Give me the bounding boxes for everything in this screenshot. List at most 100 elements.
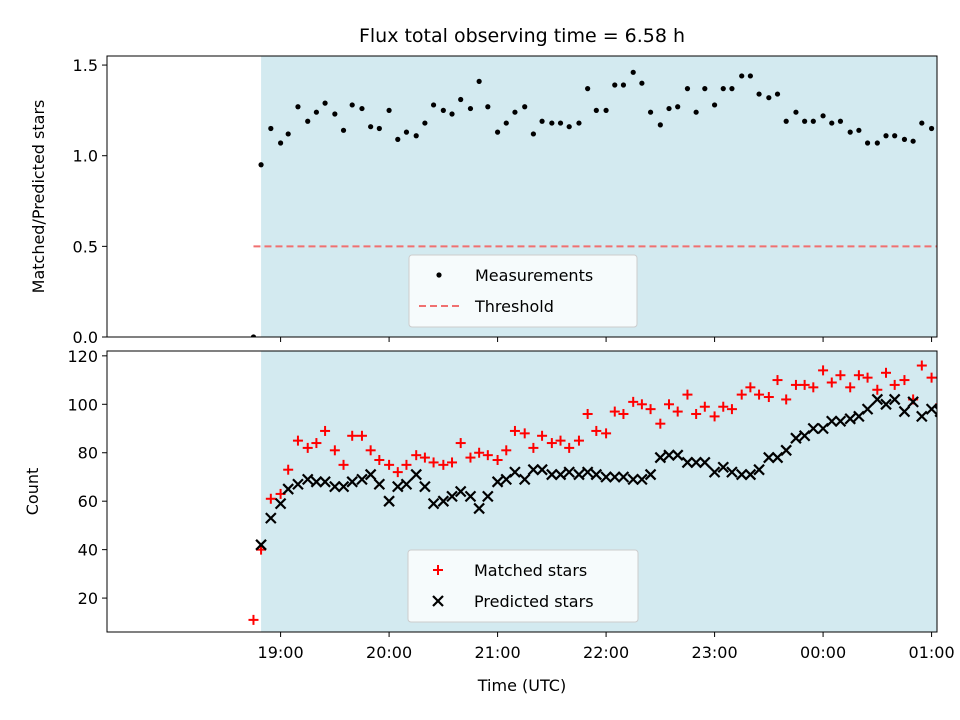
matched-star-point bbox=[546, 438, 557, 449]
predicted-star-point bbox=[844, 413, 856, 425]
x-tick-label: 22:00 bbox=[583, 643, 629, 662]
measurement-point bbox=[285, 131, 291, 137]
measurement-point bbox=[675, 104, 681, 110]
predicted-star-point bbox=[608, 471, 621, 483]
x-tick-label: 00:00 bbox=[800, 643, 846, 662]
matched-star-point bbox=[781, 394, 792, 405]
matched-star-point bbox=[826, 377, 837, 388]
predicted-star-point bbox=[590, 468, 603, 481]
predicted-star-point bbox=[888, 393, 901, 406]
matched-star-point bbox=[709, 411, 720, 422]
y-tick-label: 20 bbox=[78, 589, 98, 608]
legend-entry-label: Predicted stars bbox=[474, 592, 594, 611]
predicted-star-point bbox=[573, 468, 585, 481]
predicted-star-point bbox=[807, 422, 820, 435]
predicted-star-point bbox=[265, 512, 277, 524]
predicted-star-point bbox=[437, 495, 450, 507]
counts-legend: Matched stars Predicted stars bbox=[407, 549, 639, 623]
measurement-point bbox=[585, 86, 591, 92]
predicted-star-point bbox=[636, 473, 648, 486]
y-tick-label: 0.0 bbox=[73, 328, 98, 347]
predicted-star-point bbox=[329, 480, 341, 493]
matched-star-point bbox=[356, 430, 367, 441]
matched-star-point bbox=[655, 418, 666, 429]
measurement-point bbox=[593, 107, 599, 113]
y-tick-label: 1.5 bbox=[73, 56, 98, 75]
measurement-point bbox=[739, 73, 745, 79]
measurement-point bbox=[530, 131, 536, 137]
predicted-star-point bbox=[337, 480, 350, 493]
predicted-star-point bbox=[292, 478, 304, 491]
counts-axes-frame bbox=[106, 350, 938, 633]
matched-star-point bbox=[537, 430, 548, 441]
measurement-point bbox=[901, 136, 908, 142]
y-tick-label: 100 bbox=[67, 395, 98, 414]
measurement-point bbox=[657, 122, 663, 128]
x-tick-label: 01:00 bbox=[909, 643, 955, 662]
measurement-point bbox=[476, 78, 482, 84]
predicted-star-point bbox=[581, 466, 594, 478]
matched-star-point bbox=[772, 375, 783, 386]
measurement-point bbox=[639, 80, 645, 86]
measurement-point bbox=[647, 109, 654, 115]
measurement-point bbox=[295, 104, 301, 110]
measurement-point bbox=[557, 120, 564, 126]
matched-star-point bbox=[618, 408, 629, 419]
matched-star-point bbox=[763, 392, 774, 403]
matched-star-point bbox=[664, 399, 675, 410]
legend-entry-label: Threshold bbox=[474, 297, 554, 316]
predicted-star-point bbox=[690, 456, 702, 469]
predicted-star-point bbox=[546, 468, 558, 481]
predicted-star-point bbox=[780, 444, 792, 457]
counts-y-axis-label: Count bbox=[23, 468, 42, 516]
legend-entry-label: Matched stars bbox=[474, 561, 587, 580]
predicted-star-point bbox=[681, 456, 694, 469]
matched-star-point bbox=[799, 379, 810, 390]
measurement-point bbox=[494, 129, 501, 135]
measurement-point bbox=[485, 104, 491, 110]
predicted-star-point bbox=[454, 485, 467, 498]
predicted-star-point bbox=[464, 490, 477, 503]
ratio-panel: 0.0 0.5 1.0 1.5 Matched/Predicted stars Measu… bbox=[29, 55, 938, 347]
measurement-point bbox=[837, 118, 844, 124]
predicted-star-point bbox=[527, 463, 540, 476]
measurement-point bbox=[340, 127, 347, 133]
matched-star-point bbox=[302, 442, 313, 453]
predicted-star-point bbox=[419, 480, 431, 493]
matched-star-point bbox=[482, 450, 493, 461]
measurement-point bbox=[919, 120, 925, 126]
predicted-star-point bbox=[907, 396, 919, 408]
legend-entry-label: Measurements bbox=[475, 266, 593, 285]
x-tick-label: 19:00 bbox=[258, 643, 304, 662]
measurement-point bbox=[359, 105, 365, 112]
measurement-point bbox=[711, 102, 718, 108]
predicted-star-point bbox=[898, 405, 911, 418]
measurement-point bbox=[403, 129, 410, 135]
matched-star-point bbox=[736, 389, 747, 400]
matched-star-point bbox=[899, 375, 910, 386]
matched-star-point bbox=[401, 459, 412, 470]
matched-star-point bbox=[954, 380, 960, 390]
measurement-point bbox=[430, 102, 437, 108]
measurement-point bbox=[928, 125, 935, 132]
predicted-star-point bbox=[627, 473, 639, 486]
predicted-star-point bbox=[861, 403, 874, 415]
measurement-point bbox=[313, 109, 319, 115]
series-matched-stars bbox=[248, 360, 960, 625]
predicted-star-point bbox=[554, 468, 567, 481]
matched-star-point bbox=[338, 459, 349, 470]
predicted-star-point bbox=[744, 468, 757, 481]
measurement-point bbox=[802, 118, 808, 124]
matched-star-point bbox=[248, 614, 259, 625]
measurement-point bbox=[612, 82, 618, 88]
predicted-star-point bbox=[274, 497, 287, 510]
measurement-point bbox=[747, 73, 753, 79]
y-tick-label: 120 bbox=[67, 347, 98, 366]
measurement-point bbox=[620, 82, 627, 88]
matched-star-point bbox=[835, 370, 846, 381]
matched-star-point bbox=[573, 435, 584, 446]
predicted-star-point bbox=[944, 397, 954, 407]
matched-star-point bbox=[320, 425, 331, 436]
predicted-star-point bbox=[717, 461, 730, 474]
matched-star-point bbox=[564, 442, 575, 453]
